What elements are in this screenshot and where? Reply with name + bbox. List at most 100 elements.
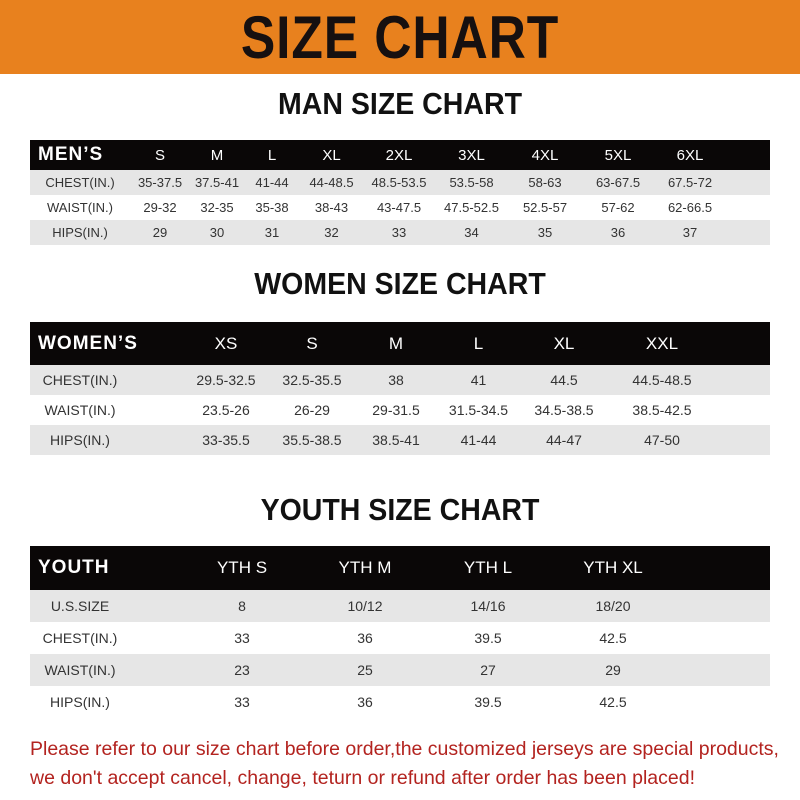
table-cell: 37.5-41 bbox=[194, 175, 240, 190]
header-row: WOMEN’S XS S M L XL XXL bbox=[30, 322, 770, 365]
size-column-header: XL bbox=[553, 333, 575, 353]
table-cell: 35-38 bbox=[255, 200, 289, 215]
table-cell: 23 bbox=[234, 662, 250, 678]
row-label: CHEST(IN.) bbox=[42, 372, 118, 388]
table-cell: 38-43 bbox=[314, 200, 349, 215]
table-cell: 33 bbox=[234, 630, 250, 646]
table-row: HIPS(IN.) 29 30 31 32 33 34 35 36 37 bbox=[30, 220, 770, 245]
table-cell: 32-35 bbox=[200, 200, 234, 215]
notice: Please refer to our size chart before or… bbox=[30, 735, 780, 793]
table-cell: 35 bbox=[537, 225, 553, 240]
table-cell: 37 bbox=[682, 225, 698, 240]
table-cell: 47-50 bbox=[644, 432, 680, 448]
size-column-header: 4XL bbox=[531, 146, 559, 164]
men-title: MAN SIZE CHART bbox=[277, 86, 523, 121]
table-cell: 29.5-32.5 bbox=[196, 372, 256, 388]
size-column-header: YTH M bbox=[338, 558, 392, 577]
table-cell: 62-66.5 bbox=[667, 200, 713, 215]
table-cell: 48.5-53.5 bbox=[371, 175, 427, 190]
table-cell: 23.5-26 bbox=[202, 402, 250, 418]
women-size-table: WOMEN’S XS S M L XL XXL CHEST(IN.) 29.5-32.5 32.5… bbox=[30, 322, 770, 455]
table-cell: 36 bbox=[357, 694, 373, 710]
table-row: WAIST(IN.) 23 25 27 29 bbox=[30, 654, 770, 686]
banner: SIZE CHART bbox=[0, 0, 800, 74]
table-header-label: WOMEN’S bbox=[38, 332, 138, 354]
men-size-table: MEN’S S M L XL 2XL 3XL 4XL 5XL 6XL CHEST(IN.) 35-37… bbox=[30, 140, 770, 245]
row-label: HIPS(IN.) bbox=[52, 225, 108, 240]
size-column-header: L bbox=[473, 333, 484, 353]
table-cell: 41-44 bbox=[460, 432, 497, 448]
table-header-label: MEN’S bbox=[38, 144, 104, 165]
table-cell: 32 bbox=[324, 225, 339, 240]
table-cell: 33 bbox=[234, 694, 250, 710]
table-cell: 32.5-35.5 bbox=[282, 372, 342, 388]
table-cell: 10/12 bbox=[347, 598, 383, 614]
header-row: YOUTH YTH S YTH M YTH L YTH XL bbox=[30, 546, 770, 590]
table-cell: 26-29 bbox=[294, 402, 330, 418]
table-cell: 53.5-58 bbox=[449, 175, 494, 190]
table-cell: 18/20 bbox=[595, 598, 631, 614]
table-row: CHEST(IN.) 29.5-32.5 32.5-35.5 38 41 44.5 44.5… bbox=[30, 365, 770, 395]
size-column-header: 6XL bbox=[676, 146, 704, 164]
size-column-header: 3XL bbox=[458, 146, 485, 164]
youth-title: YOUTH SIZE CHART bbox=[260, 492, 540, 527]
banner-title: SIZE CHART bbox=[240, 3, 560, 71]
header-row: MEN’S S M L XL 2XL 3XL 4XL 5XL 6XL bbox=[30, 140, 770, 170]
size-column-header: M bbox=[388, 333, 404, 353]
table-row: HIPS(IN.) 33-35.5 35.5-38.5 38.5-41 41-44 44-… bbox=[30, 425, 770, 455]
table-cell: 27 bbox=[480, 662, 496, 678]
table-cell: 34.5-38.5 bbox=[534, 402, 594, 418]
size-column-header: 5XL bbox=[604, 146, 632, 164]
table-cell: 58-63 bbox=[528, 175, 562, 190]
table-cell: 34 bbox=[464, 225, 479, 240]
size-column-header: L bbox=[267, 146, 277, 164]
table-cell: 35-37.5 bbox=[137, 175, 183, 190]
size-column-header: XS bbox=[214, 333, 238, 353]
table-cell: 30 bbox=[209, 225, 225, 240]
row-label: HIPS(IN.) bbox=[50, 694, 110, 710]
size-column-header: YTH S bbox=[216, 558, 268, 577]
notice-line-2: we don't accept cancel, change, teturn o… bbox=[30, 767, 695, 789]
table-cell: 42.5 bbox=[599, 694, 627, 710]
size-column-header: YTH XL bbox=[583, 558, 643, 577]
table-cell: 38.5-42.5 bbox=[632, 402, 692, 418]
table-cell: 25 bbox=[357, 662, 373, 678]
table-cell: 31.5-34.5 bbox=[448, 402, 509, 418]
table-cell: 67.5-72 bbox=[667, 175, 713, 190]
table-cell: 57-62 bbox=[601, 200, 635, 215]
row-label: U.S.SIZE bbox=[50, 598, 110, 614]
table-cell: 52.5-57 bbox=[522, 200, 568, 215]
table-cell: 33 bbox=[391, 225, 407, 240]
table-row: WAIST(IN.) 29-32 32-35 35-38 38-43 43-47.5 47.… bbox=[30, 195, 770, 220]
size-column-header: YTH L bbox=[463, 558, 513, 577]
table-row: U.S.SIZE 8 10/12 14/16 18/20 bbox=[30, 590, 770, 622]
table-cell: 33-35.5 bbox=[202, 432, 250, 448]
row-label: WAIST(IN.) bbox=[44, 402, 116, 418]
table-cell: 38 bbox=[388, 372, 404, 388]
table-row: HIPS(IN.) 33 36 39.5 42.5 bbox=[30, 686, 770, 718]
size-column-header: M bbox=[210, 146, 224, 164]
table-row: WAIST(IN.) 23.5-26 26-29 29-31.5 31.5-34.5 34… bbox=[30, 395, 770, 425]
size-column-header: XL bbox=[322, 146, 341, 164]
row-label: CHEST(IN.) bbox=[45, 175, 115, 190]
table-cell: 44.5-48.5 bbox=[632, 372, 692, 388]
table-cell: 29 bbox=[152, 225, 168, 240]
table-header-label: YOUTH bbox=[38, 557, 110, 578]
row-label: WAIST(IN.) bbox=[47, 200, 113, 215]
table-cell: 42.5 bbox=[599, 630, 627, 646]
size-column-header: S bbox=[154, 146, 165, 164]
table-cell: 43-47.5 bbox=[376, 200, 422, 215]
table-cell: 63-67.5 bbox=[595, 175, 641, 190]
table-cell: 8 bbox=[238, 598, 246, 614]
size-column-header: XXL bbox=[645, 333, 679, 353]
table-cell: 36 bbox=[610, 225, 626, 240]
table-cell: 35.5-38.5 bbox=[282, 432, 342, 448]
row-label: WAIST(IN.) bbox=[44, 662, 116, 678]
table-cell: 29-31.5 bbox=[372, 402, 420, 418]
youth-size-table: YOUTH YTH S YTH M YTH L YTH XL U.S.SIZE 8 10/12… bbox=[30, 546, 770, 718]
table-row: CHEST(IN.) 35-37.5 37.5-41 41-44 44-48.5 48.5… bbox=[30, 170, 770, 195]
table-cell: 39.5 bbox=[474, 630, 502, 646]
women-title: WOMEN SIZE CHART bbox=[254, 266, 546, 301]
size-column-header: S bbox=[306, 333, 318, 353]
